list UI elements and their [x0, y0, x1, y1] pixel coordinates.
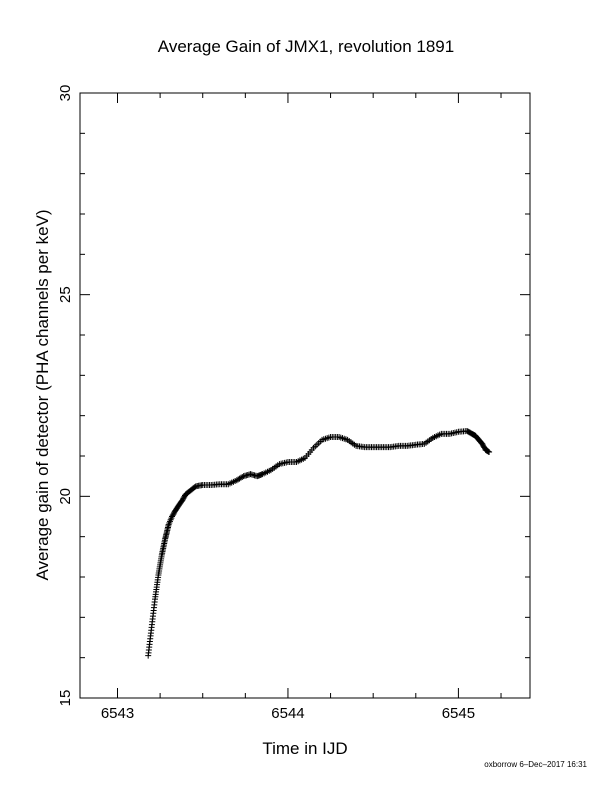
y-tick-label: 25 [57, 286, 74, 303]
y-axis-label: Average gain of detector (PHA channels p… [33, 209, 52, 580]
data-points [145, 427, 493, 659]
axis-ticks [80, 92, 530, 699]
data-point [486, 448, 493, 455]
footer-timestamp: oxborrow 6–Dec–2017 16:31 [484, 760, 587, 769]
x-tick-label: 6545 [442, 705, 475, 722]
chart-title: Average Gain of JMX1, revolution 1891 [158, 37, 454, 56]
x-tick-label: 6543 [101, 705, 134, 722]
plot-frame [79, 92, 531, 699]
axis-tick-labels: 6543 6544 6545 15 20 25 30 [57, 85, 475, 722]
y-tick-label: 15 [57, 690, 74, 707]
x-tick-label: 6544 [271, 705, 304, 722]
y-tick-label: 30 [57, 85, 74, 102]
y-tick-label: 20 [57, 488, 74, 505]
data-point [239, 473, 246, 480]
x-axis-label: Time in IJD [262, 739, 347, 758]
